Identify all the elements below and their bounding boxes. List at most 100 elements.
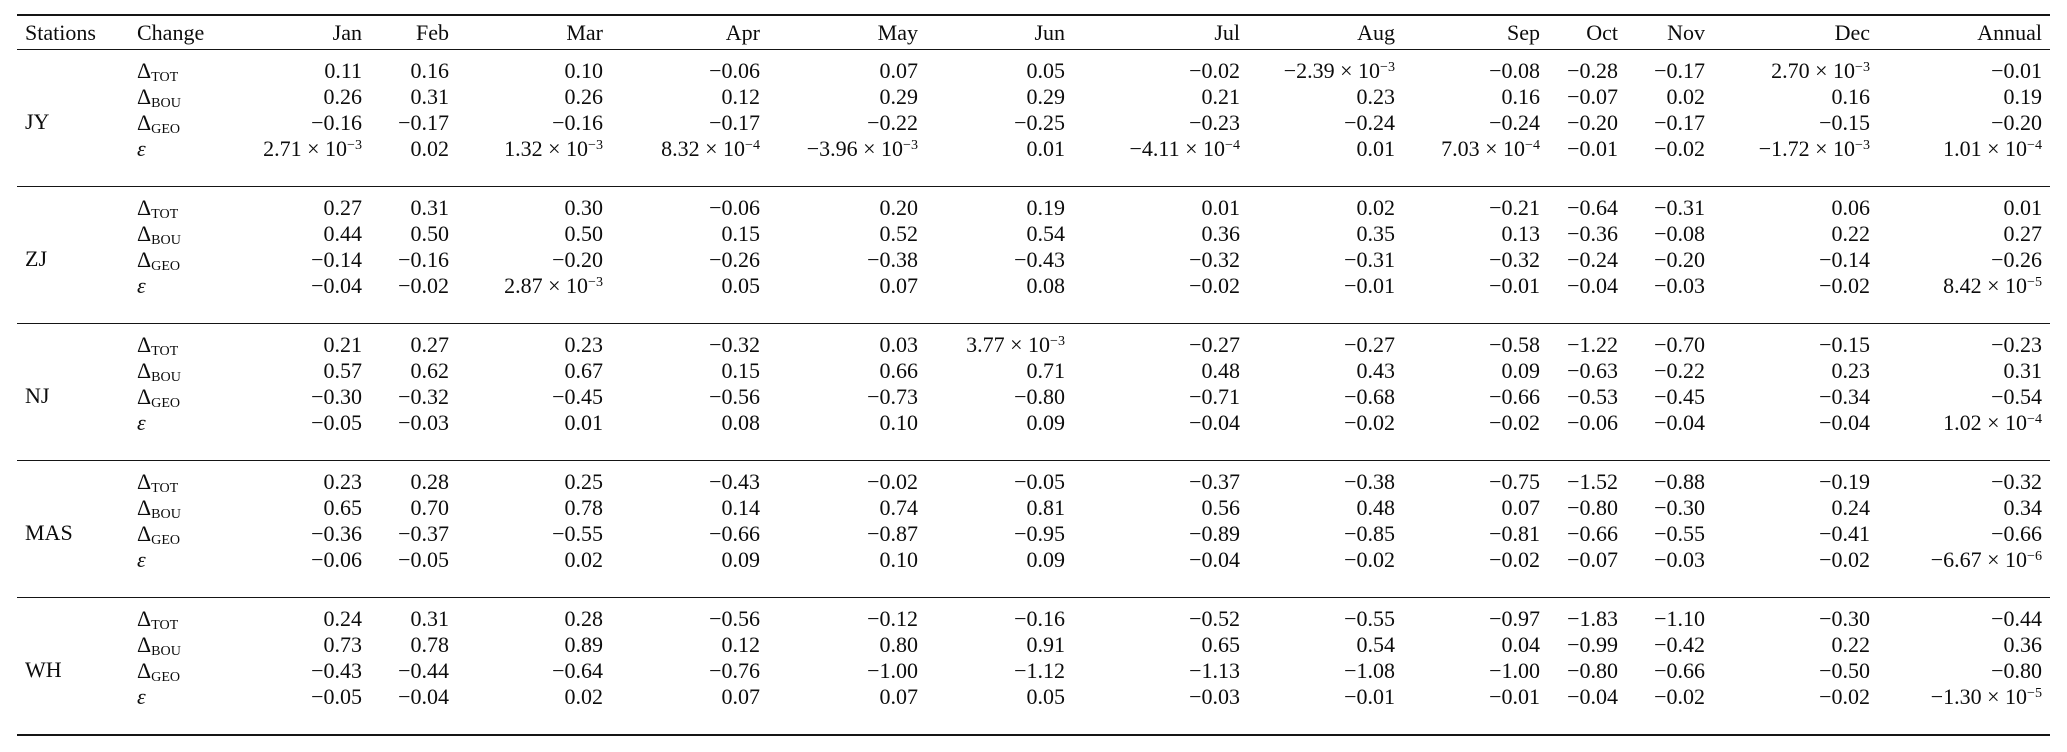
value-cell: −1.00 [1489, 658, 1540, 683]
change-label: ΔTOT [137, 606, 179, 634]
value-cell: −0.01 [1489, 273, 1540, 298]
value-cell: 0.07 [721, 684, 761, 709]
value-cell: 0.16 [410, 58, 450, 83]
value-cell: 0.36 [1201, 221, 1241, 246]
value-cell: 8.42 × 10−5 [1943, 273, 2042, 298]
exponent: −4 [1225, 136, 1240, 153]
exponent: −5 [2027, 684, 2042, 701]
station-group-mas: MAS ΔTOT 0.23 0.28 0.25 −0.43 −0.02 −0.05 −0.37−… [17, 460, 2050, 598]
header-oct: Oct [1540, 15, 1618, 50]
station-label: MAS [25, 520, 73, 545]
value-cell: −0.22 [1654, 358, 1705, 383]
value-cell: 0.08 [721, 410, 761, 435]
change-label: ΔTOT [137, 332, 179, 360]
value-cell: 0.24 [323, 606, 363, 631]
header-dec: Dec [1705, 15, 1870, 50]
value-cell: −4.11 × 10−4 [1129, 136, 1240, 161]
value-cell: −0.66 [1654, 658, 1705, 683]
value-cell: 0.22 [1831, 632, 1871, 657]
value-cell: −0.17 [1654, 58, 1705, 83]
table-row: ε −0.05 −0.04 0.02 0.07 0.07 0.05 −0.03 −0.01 −0.… [17, 684, 2050, 735]
station-group-zj: ZJ ΔTOT 0.27 0.31 0.30 −0.06 0.20 0.19 0.01 0.02 −… [17, 186, 2050, 324]
value-cell: 0.27 [2003, 221, 2043, 246]
value-cell: 0.24 [1831, 495, 1871, 520]
value-cell: 0.62 [410, 358, 450, 383]
value-cell: 0.02 [564, 547, 604, 572]
value-cell: 0.70 [410, 495, 450, 520]
exponent: −4 [2027, 410, 2042, 427]
value-cell: −0.07 [1567, 547, 1618, 572]
value-cell: 1.32 × 10−3 [504, 136, 603, 161]
table-row: NJ ΔTOT 0.21 0.27 0.23 −0.32 0.03 3.77 × 10−3 −0… [17, 324, 2050, 408]
value-cell: −0.54 [1991, 384, 2042, 409]
value-cell: 0.35 [1356, 221, 1396, 246]
value-cell: 0.16 [1501, 84, 1541, 109]
subscript: GEO [151, 395, 181, 412]
value-cell: −0.55 [552, 521, 603, 546]
change-label: ΔBOU [137, 221, 181, 249]
table-row: ΔGEO −0.14 −0.16 −0.20 −0.26 −0.38 −0.43 −0.32 −… [17, 247, 2050, 273]
value-cell: 0.16 [1831, 84, 1871, 109]
value-cell: −0.53 [1567, 384, 1618, 409]
value-cell: −1.83 [1567, 606, 1618, 631]
value-cell: −0.02 [1189, 58, 1240, 83]
table-header: Stations Change Jan Feb Mar Apr May Jun Jul Aug Se… [17, 15, 2050, 50]
value-cell: −0.30 [1654, 495, 1705, 520]
value-cell: −0.02 [1344, 410, 1395, 435]
header-row: Stations Change Jan Feb Mar Apr May Jun Jul Aug Se… [17, 15, 2050, 50]
value-cell: 0.52 [879, 221, 919, 246]
value-cell: −0.05 [311, 684, 362, 709]
exponent: −4 [1525, 136, 1540, 153]
change-label: ΔTOT [137, 469, 179, 497]
station-label: JY [25, 109, 50, 134]
value-cell: −0.20 [1991, 110, 2042, 135]
value-cell: −0.02 [398, 273, 449, 298]
value-cell: 0.11 [324, 58, 362, 83]
value-cell: −0.15 [1819, 332, 1870, 357]
value-cell: −0.45 [1654, 384, 1705, 409]
value-cell: −0.66 [1567, 521, 1618, 546]
value-cell: 0.48 [1201, 358, 1241, 383]
header-nov: Nov [1618, 15, 1705, 50]
value-cell: −0.21 [1489, 195, 1540, 220]
exponent: −3 [1050, 332, 1065, 349]
table-row: ΔGEO −0.30 −0.32 −0.45 −0.56 −0.73 −0.80 −0.71 −… [17, 384, 2050, 410]
value-cell: −0.75 [1489, 469, 1540, 494]
table-row: ΔGEO −0.43 −0.44 −0.64 −0.76 −1.00 −1.12 −1.13 −… [17, 658, 2050, 684]
value-cell: 0.01 [1201, 195, 1241, 220]
value-cell: 0.54 [1356, 632, 1396, 657]
value-cell: −0.27 [1344, 332, 1395, 357]
value-cell: −0.55 [1344, 606, 1395, 631]
value-cell: −0.66 [709, 521, 760, 546]
value-cell: 0.43 [1356, 358, 1396, 383]
table-row: ε −0.06 −0.05 0.02 0.09 0.10 0.09 −0.04 −0.02 −0.… [17, 547, 2050, 598]
value-cell: −0.58 [1489, 332, 1540, 357]
value-cell: −0.20 [1567, 110, 1618, 135]
value-cell: −0.80 [1567, 658, 1618, 683]
value-cell: −0.05 [398, 547, 449, 572]
value-cell: 0.27 [410, 332, 450, 357]
value-cell: 0.65 [323, 495, 363, 520]
value-cell: 0.57 [323, 358, 363, 383]
value-cell: 2.71 × 10−3 [263, 136, 362, 161]
value-cell: −0.22 [867, 110, 918, 135]
value-cell: −0.01 [1344, 684, 1395, 709]
table-row: MAS ΔTOT 0.23 0.28 0.25 −0.43 −0.02 −0.05 −0.37 −… [17, 461, 2050, 545]
value-cell: −0.73 [867, 384, 918, 409]
value-cell: −0.44 [1991, 606, 2042, 631]
value-cell: −0.25 [1014, 110, 1065, 135]
value-cell: −0.02 [1654, 684, 1705, 709]
value-cell: −0.05 [1014, 469, 1065, 494]
value-cell: −1.72 × 10−3 [1758, 136, 1870, 161]
value-cell: 0.07 [879, 684, 919, 709]
value-cell: −0.85 [1344, 521, 1395, 546]
monthly-change-table: Stations Change Jan Feb Mar Apr May Jun Jul Aug Se… [17, 14, 2050, 736]
value-cell: 0.23 [1831, 358, 1871, 383]
value-cell: −0.01 [1991, 58, 2042, 83]
value-cell: 3.77 × 10−3 [966, 332, 1065, 357]
change-label: ΔTOT [137, 58, 179, 86]
value-cell: −0.20 [1654, 247, 1705, 272]
subscript: BOU [151, 369, 181, 386]
value-cell: 0.73 [323, 632, 363, 657]
value-cell: −0.27 [1189, 332, 1240, 357]
